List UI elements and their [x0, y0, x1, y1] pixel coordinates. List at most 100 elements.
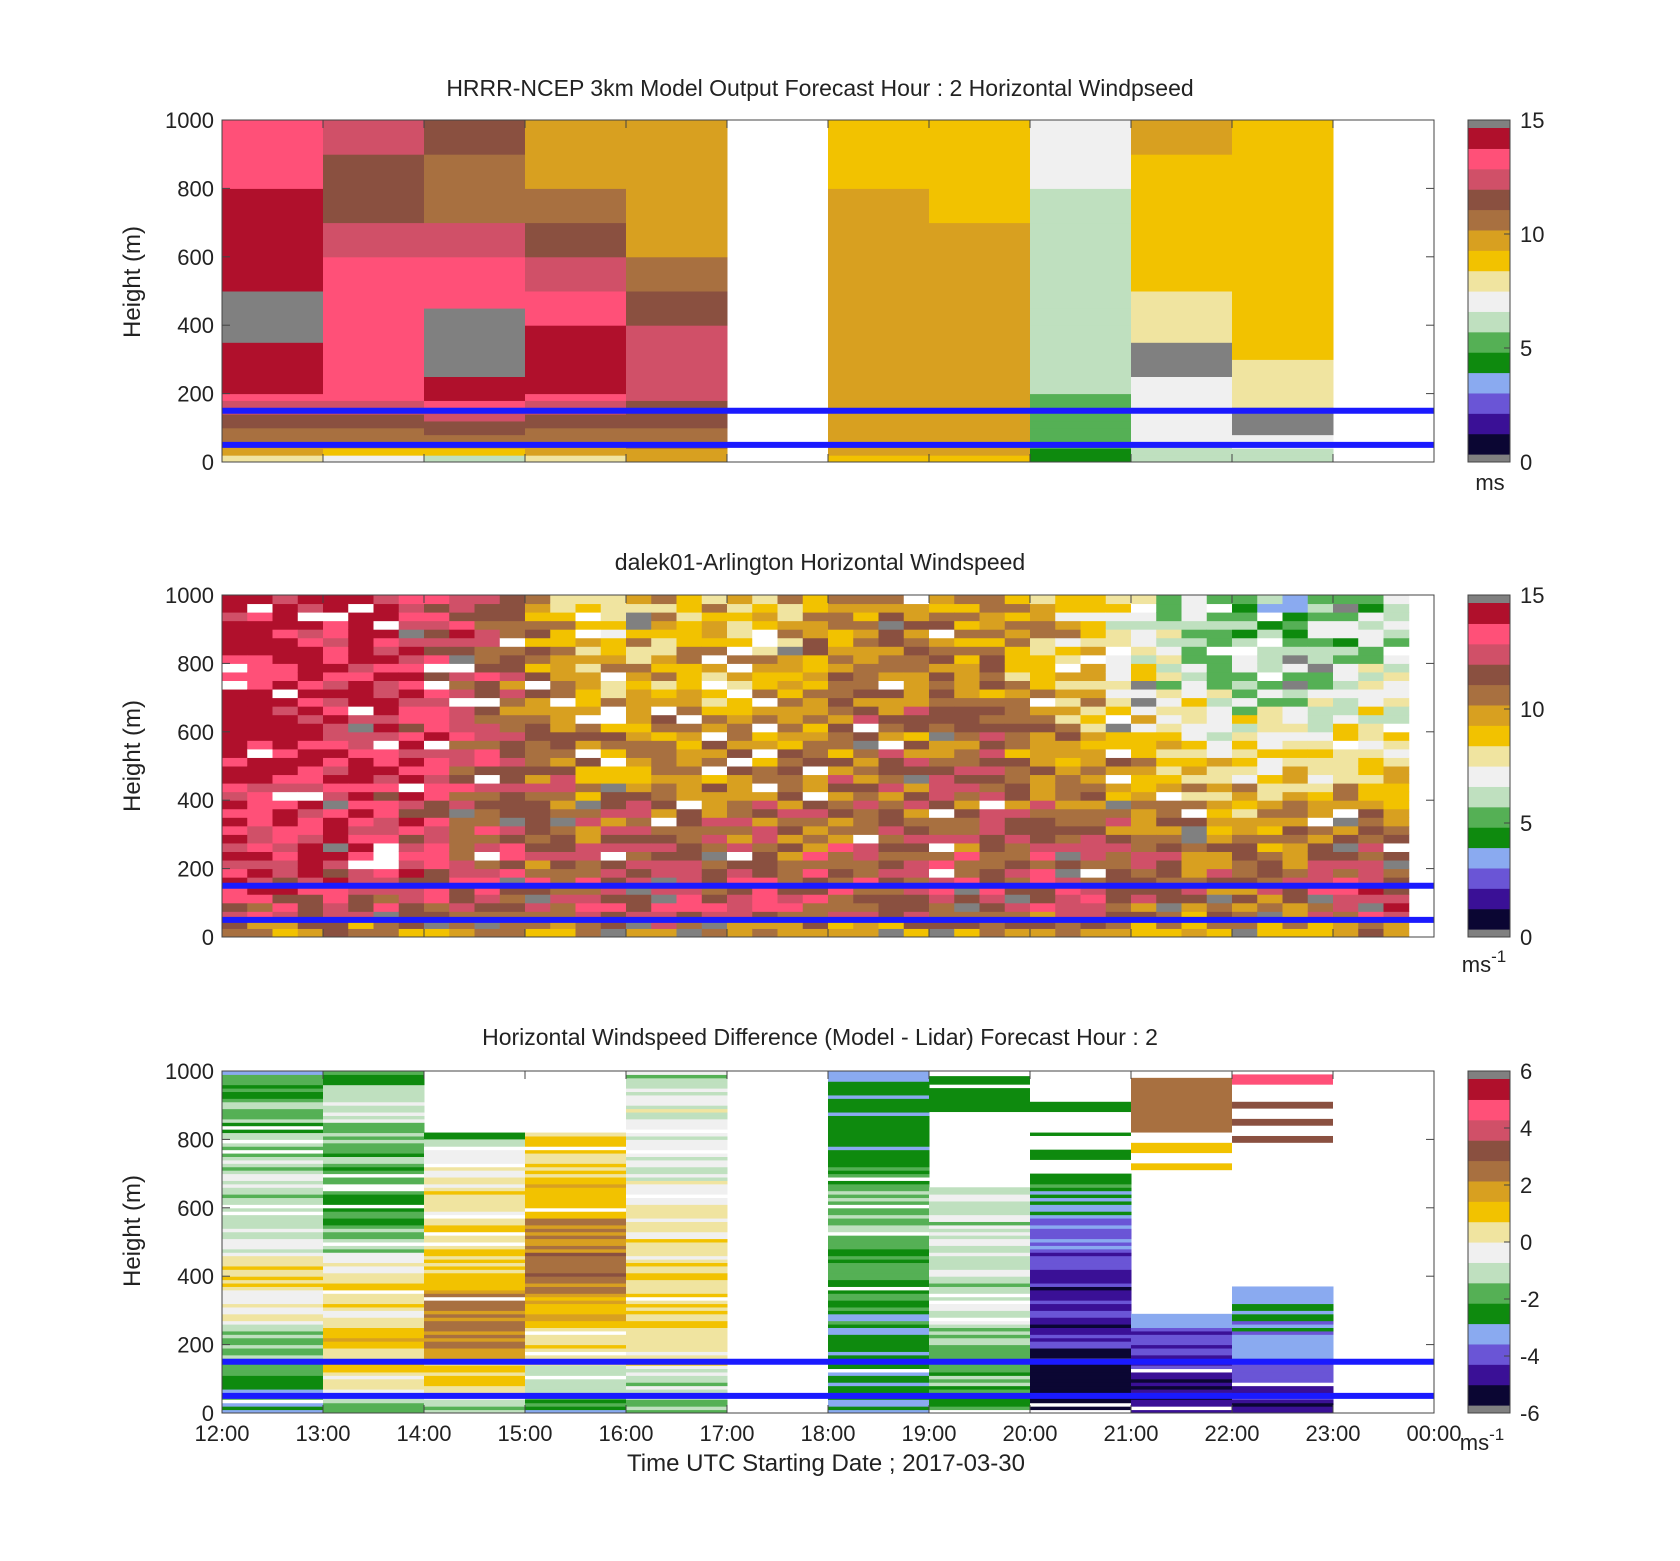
heatmap-cell — [499, 757, 526, 767]
heatmap-cell — [424, 1242, 526, 1246]
heatmap-cell — [853, 714, 879, 724]
heatmap-cell — [626, 731, 652, 741]
heatmap-cell — [651, 868, 677, 878]
heatmap-cell — [752, 928, 778, 938]
colorbar-swatch — [1468, 1282, 1510, 1304]
heatmap-cell — [222, 1190, 324, 1195]
colorbar-swatch — [1468, 786, 1510, 808]
heatmap-cell — [323, 1207, 425, 1212]
heatmap-cell — [929, 1276, 1031, 1281]
heatmap-cell — [525, 1159, 627, 1164]
heatmap-cell — [626, 1149, 728, 1154]
heatmap-cell — [424, 1330, 526, 1335]
heatmap-cell — [802, 842, 829, 852]
heatmap-cell — [1232, 1399, 1334, 1404]
heatmap-cell — [1105, 766, 1132, 776]
heatmap-cell — [777, 620, 804, 630]
heatmap-cell — [222, 1406, 324, 1411]
heatmap-cell — [222, 689, 248, 699]
heatmap-cell — [348, 697, 374, 707]
heatmap-cell — [222, 1129, 324, 1134]
heatmap-cell — [1030, 1327, 1132, 1332]
heatmap-cell — [676, 791, 703, 801]
heatmap-cell — [1206, 774, 1233, 784]
heatmap-cell — [550, 774, 576, 784]
heatmap-cell — [954, 860, 980, 870]
heatmap-cell — [424, 1344, 526, 1349]
heatmap-cell — [1055, 671, 1081, 681]
heatmap-cell — [323, 1289, 425, 1294]
heatmap-cell — [929, 1306, 1031, 1311]
colorbar-swatch — [1468, 311, 1510, 333]
heatmap-cell — [424, 714, 450, 724]
heatmap-cell — [525, 1351, 627, 1356]
heatmap-cell — [701, 791, 728, 801]
heatmap-cell — [373, 808, 400, 818]
heatmap-cell — [929, 894, 955, 904]
heatmap-cell — [701, 834, 728, 844]
heatmap-cell — [424, 393, 526, 401]
heatmap-cell — [323, 291, 425, 309]
heatmap-cell — [323, 731, 349, 741]
heatmap-cell — [1156, 740, 1182, 750]
heatmap-cell — [499, 842, 526, 852]
heatmap-cell — [626, 1153, 728, 1157]
heatmap-cell — [727, 919, 753, 929]
heatmap-cell — [1206, 612, 1233, 622]
heatmap-cell — [247, 868, 273, 878]
heatmap-cell — [1004, 654, 1031, 664]
heatmap-cell — [1030, 400, 1132, 408]
heatmap-cell — [297, 620, 324, 630]
heatmap-cell — [323, 400, 425, 408]
heatmap-cell — [272, 680, 299, 690]
heatmap-cell — [323, 1255, 425, 1260]
heatmap-cell — [525, 1320, 627, 1325]
heatmap-cell — [525, 1132, 627, 1137]
heatmap-cell — [828, 1276, 930, 1281]
heatmap-cell — [1181, 714, 1208, 724]
heatmap-cell — [525, 1406, 627, 1411]
heatmap-cell — [1358, 842, 1384, 852]
heatmap-cell — [828, 420, 930, 429]
heatmap-cell — [626, 1224, 728, 1229]
heatmap-cell — [1232, 697, 1258, 707]
heatmap-cell — [1232, 714, 1258, 724]
heatmap-cell — [575, 637, 602, 647]
heatmap-cell — [474, 723, 501, 733]
heatmap-cell — [1333, 689, 1359, 699]
heatmap-cell — [272, 817, 299, 827]
heatmap-cell — [323, 1211, 425, 1216]
heatmap-cell — [1181, 706, 1208, 716]
heatmap-cell — [1131, 1371, 1233, 1376]
heatmap-cell — [727, 877, 753, 887]
heatmap-cell — [853, 706, 879, 716]
heatmap-cell — [828, 427, 930, 436]
heatmap-cell — [979, 817, 1006, 827]
heatmap-cell — [1055, 595, 1081, 605]
heatmap-cell — [297, 860, 324, 870]
heatmap-cell — [727, 808, 753, 818]
heatmap-cell — [1232, 427, 1334, 436]
heatmap-cell — [474, 671, 501, 681]
heatmap-cell — [1307, 800, 1334, 810]
heatmap-cell — [1257, 748, 1283, 758]
heatmap-cell — [929, 1310, 1031, 1315]
heatmap-cell — [272, 697, 299, 707]
heatmap-cell — [525, 222, 627, 258]
heatmap-cell — [979, 663, 1006, 673]
heatmap-cell — [1333, 595, 1359, 605]
heatmap-cell — [1055, 663, 1081, 673]
heatmap-cell — [853, 834, 879, 844]
heatmap-cell — [853, 697, 879, 707]
heatmap-cell — [1105, 612, 1132, 622]
heatmap-cell — [777, 783, 804, 793]
heatmap-cell — [828, 1091, 930, 1096]
heatmap-cell — [1004, 629, 1031, 639]
heatmap-cell — [1055, 868, 1081, 878]
heatmap-cell — [600, 783, 627, 793]
heatmap-cell — [752, 834, 778, 844]
heatmap-cell — [499, 680, 526, 690]
heatmap-cell — [1333, 757, 1359, 767]
heatmap-cell — [272, 919, 299, 929]
heatmap-cell — [1004, 731, 1031, 741]
